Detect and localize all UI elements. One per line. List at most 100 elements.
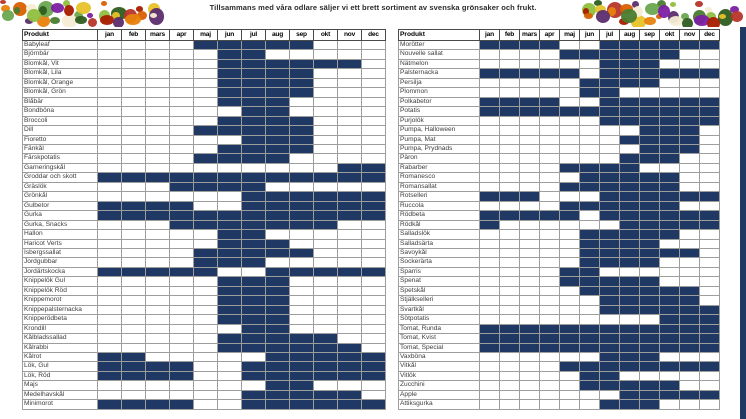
in-season-cell xyxy=(169,219,194,231)
in-season-cell xyxy=(639,351,660,363)
off-season-cell xyxy=(699,134,720,146)
in-season-cell xyxy=(559,342,580,353)
in-season-cell xyxy=(619,304,640,316)
month-column-header: apr xyxy=(539,29,560,41)
in-season-cell xyxy=(217,276,242,287)
in-season-cell xyxy=(679,247,700,259)
off-season-cell xyxy=(241,266,266,278)
off-season-cell xyxy=(699,77,720,89)
in-season-cell xyxy=(265,115,290,127)
in-season-cell xyxy=(361,172,386,183)
off-season-cell xyxy=(479,125,500,136)
off-season-cell xyxy=(361,115,386,127)
off-season-cell xyxy=(519,257,540,268)
off-season-cell xyxy=(241,162,266,174)
product-row: Dill xyxy=(22,125,386,136)
off-season-cell xyxy=(579,58,600,70)
off-season-cell xyxy=(145,219,170,231)
in-season-cell xyxy=(499,191,520,202)
off-season-cell xyxy=(539,247,560,259)
off-season-cell xyxy=(97,380,122,391)
produce-item-icon xyxy=(2,10,14,21)
product-name: Blomkål, Grön xyxy=(22,87,98,98)
off-season-cell xyxy=(579,399,600,410)
off-season-cell xyxy=(169,68,194,79)
off-season-cell xyxy=(313,115,338,127)
off-season-cell xyxy=(97,181,122,193)
in-season-cell xyxy=(699,389,720,401)
in-season-cell xyxy=(619,333,640,344)
month-column-header: aug xyxy=(265,29,290,41)
off-season-cell xyxy=(121,191,146,202)
in-season-cell xyxy=(479,96,500,108)
in-season-cell xyxy=(121,266,146,278)
off-season-cell xyxy=(479,181,500,193)
in-season-cell xyxy=(479,342,500,353)
off-season-cell xyxy=(659,276,680,287)
off-season-cell xyxy=(313,304,338,316)
product-row: Spenat xyxy=(398,276,720,287)
off-season-cell xyxy=(337,285,362,297)
off-season-cell xyxy=(97,323,122,335)
in-season-cell xyxy=(217,342,242,353)
off-season-cell xyxy=(519,399,540,410)
off-season-cell xyxy=(313,77,338,89)
off-season-cell xyxy=(539,125,560,136)
product-row: Grönkål xyxy=(22,191,386,202)
off-season-cell xyxy=(145,342,170,353)
in-season-cell xyxy=(619,229,640,240)
off-season-cell xyxy=(145,115,170,127)
product-row: Persilja xyxy=(398,77,720,89)
in-season-cell xyxy=(699,361,720,372)
in-season-cell xyxy=(217,87,242,98)
off-season-cell xyxy=(361,323,386,335)
in-season-cell xyxy=(599,399,620,410)
product-name: Rödbeta xyxy=(398,210,480,221)
in-season-cell xyxy=(479,191,500,202)
in-season-cell xyxy=(217,49,242,60)
off-season-cell xyxy=(193,276,218,287)
off-season-cell xyxy=(289,295,314,306)
off-season-cell xyxy=(361,77,386,89)
produce-item-icon xyxy=(74,11,83,21)
off-season-cell xyxy=(679,153,700,164)
off-season-cell xyxy=(169,143,194,155)
in-season-cell xyxy=(639,49,660,60)
in-season-cell xyxy=(679,361,700,372)
off-season-cell xyxy=(559,399,580,410)
in-season-cell xyxy=(579,247,600,259)
product-name: Krondill xyxy=(22,323,98,335)
in-season-cell xyxy=(699,210,720,221)
off-season-cell xyxy=(313,68,338,79)
in-season-cell xyxy=(169,370,194,382)
produce-item-icon xyxy=(707,17,720,27)
off-season-cell xyxy=(699,285,720,297)
in-season-cell xyxy=(313,399,338,410)
month-column-header: maj xyxy=(193,29,218,41)
produce-item-icon xyxy=(670,2,676,7)
in-season-cell xyxy=(619,96,640,108)
off-season-cell xyxy=(519,304,540,316)
in-season-cell xyxy=(265,323,290,335)
off-season-cell xyxy=(499,87,520,98)
in-season-cell xyxy=(619,361,640,372)
in-season-cell xyxy=(241,153,266,164)
off-season-cell xyxy=(193,87,218,98)
off-season-cell xyxy=(699,200,720,212)
off-season-cell xyxy=(499,162,520,174)
off-season-cell xyxy=(599,314,620,325)
off-season-cell xyxy=(699,49,720,60)
in-season-cell xyxy=(559,106,580,117)
in-season-cell xyxy=(313,200,338,212)
in-season-cell xyxy=(559,49,580,60)
in-season-cell xyxy=(699,106,720,117)
off-season-cell xyxy=(499,361,520,372)
page-tagline: Tillsammans med våra odlare säljer vi et… xyxy=(209,3,537,12)
product-name: Broccoli xyxy=(22,115,98,127)
in-season-cell xyxy=(539,39,560,51)
in-season-cell xyxy=(265,295,290,306)
product-name: Kålbladssallad xyxy=(22,333,98,344)
product-row: Romanesco xyxy=(398,172,720,183)
product-row: Sötpotatis xyxy=(398,314,720,325)
product-name: Polkabetor xyxy=(398,96,480,108)
